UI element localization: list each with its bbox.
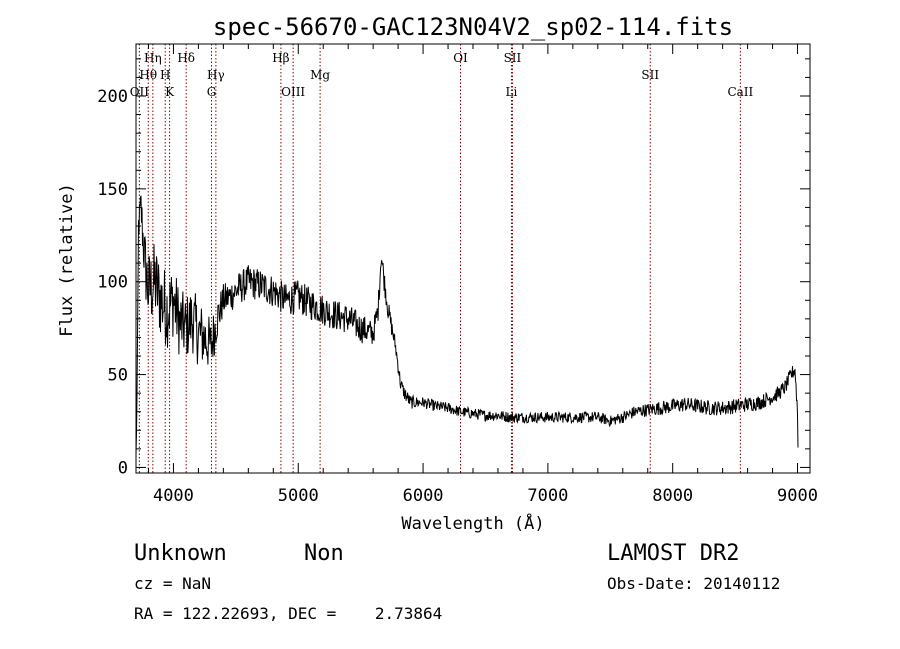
observation-date: Obs-Date: 20140112 bbox=[607, 574, 780, 593]
x-tick-label: 5000 bbox=[278, 486, 319, 506]
y-axis-ticks: 0 50 100 150 200 bbox=[97, 58, 810, 478]
x-axis-ticks: 4000 5000 6000 7000 8000 9000 bbox=[147, 44, 818, 506]
ra-dec-coordinates: RA = 122.22693, DEC = 2.73864 bbox=[134, 604, 442, 623]
line-marker-label: Hβ bbox=[272, 51, 289, 65]
x-tick-label: 7000 bbox=[527, 486, 568, 506]
line-marker-label: OIII bbox=[281, 85, 305, 99]
line-marker-label: K bbox=[165, 85, 175, 99]
line-marker-label: Li bbox=[506, 85, 518, 99]
line-marker-label: SII bbox=[504, 51, 522, 65]
line-markers bbox=[138, 44, 741, 473]
spectrum-line bbox=[135, 195, 799, 455]
y-tick-label: 100 bbox=[97, 273, 128, 293]
line-marker-label: CaII bbox=[727, 85, 753, 99]
line-marker-label: OII bbox=[130, 85, 150, 99]
line-marker-label: Mg bbox=[310, 68, 330, 82]
x-tick-label: 6000 bbox=[403, 486, 444, 506]
line-marker-label: OI bbox=[453, 51, 468, 65]
line-marker-label: G bbox=[207, 85, 217, 99]
line-marker-labels: OII Hθ Hη HK Hδ Hγ G Hβ OIII Mg OI SII Li SII CaII bbox=[130, 51, 754, 99]
line-marker-label: Hη bbox=[144, 51, 162, 65]
object-class: Unknown bbox=[134, 541, 227, 566]
line-marker-label: Hθ bbox=[139, 68, 157, 82]
y-tick-label: 150 bbox=[97, 180, 128, 200]
x-tick-label: 4000 bbox=[153, 486, 194, 506]
y-tick-label: 0 bbox=[118, 458, 128, 478]
line-marker-label: Hγ bbox=[207, 68, 225, 82]
line-marker-label: H bbox=[160, 68, 170, 82]
y-tick-label: 200 bbox=[97, 87, 128, 107]
x-axis-label: Wavelength (Å) bbox=[401, 512, 544, 534]
line-marker-label: SII bbox=[641, 68, 659, 82]
object-subclass: Non bbox=[304, 541, 344, 566]
x-tick-label: 9000 bbox=[777, 486, 818, 506]
redshift-cz: cz = NaN bbox=[134, 574, 211, 593]
survey-name: LAMOST DR2 bbox=[607, 541, 739, 566]
y-tick-label: 50 bbox=[108, 366, 128, 386]
line-marker-label: Hδ bbox=[177, 51, 195, 65]
chart-title: spec-56670-GAC123N04V2_sp02-114.fits bbox=[213, 13, 733, 41]
y-axis-label: Flux (relative) bbox=[57, 183, 77, 337]
x-tick-label: 8000 bbox=[652, 486, 693, 506]
